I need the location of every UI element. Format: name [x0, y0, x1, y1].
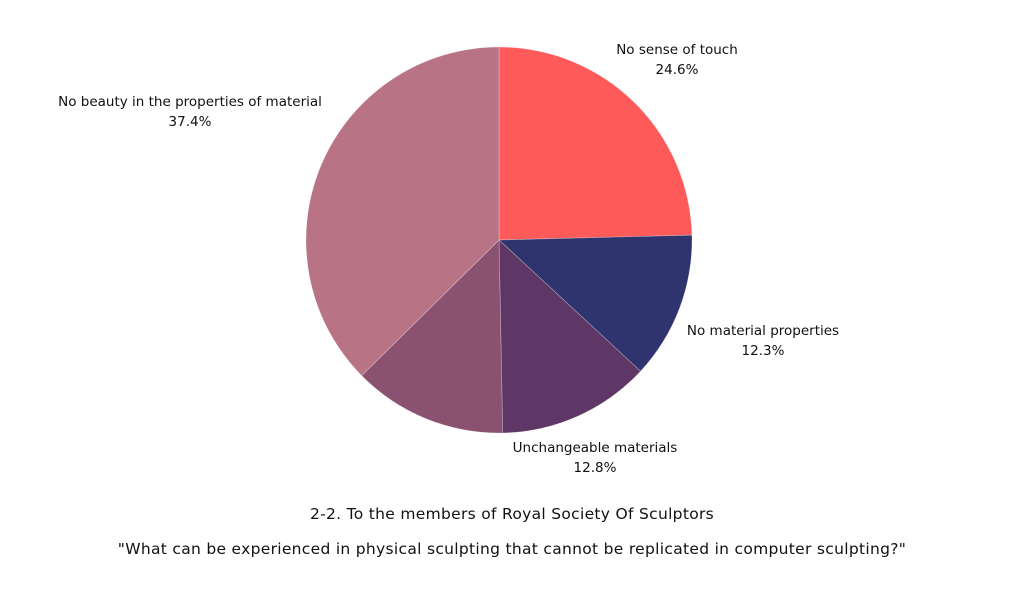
- pie-slice-no-material-properties: [498, 234, 693, 372]
- label-name: No beauty in the properties of material: [58, 94, 322, 110]
- label-value: 24.6%: [655, 62, 699, 78]
- caption-title: 2-2. To the members of Royal Society Of …: [309, 505, 715, 523]
- label-name: No sense of touch: [616, 42, 738, 58]
- label-unchangeable-materials: Unchangeable materials 12.8%: [513, 438, 678, 478]
- pie-slice-unlabeled-3: [361, 239, 503, 434]
- label-no-sense-of-touch: No sense of touch 24.6%: [616, 40, 738, 80]
- label-no-material-properties: No material properties 12.3%: [687, 321, 839, 361]
- label-no-beauty: No beauty in the properties of material …: [58, 92, 322, 132]
- pie-slice-no-beauty-in-the-properties-of-material: [305, 46, 500, 377]
- caption-question: "What can be experienced in physical scu…: [117, 540, 907, 558]
- label-value: 12.3%: [741, 343, 785, 359]
- pie-slice-no-sense-of-touch: [498, 46, 693, 241]
- label-name: Unchangeable materials: [512, 440, 678, 456]
- label-name: No material properties: [686, 323, 840, 339]
- label-value: 12.8%: [573, 460, 617, 476]
- label-value: 37.4%: [168, 114, 212, 130]
- pie-slice-unchangeable-materials: [498, 239, 642, 434]
